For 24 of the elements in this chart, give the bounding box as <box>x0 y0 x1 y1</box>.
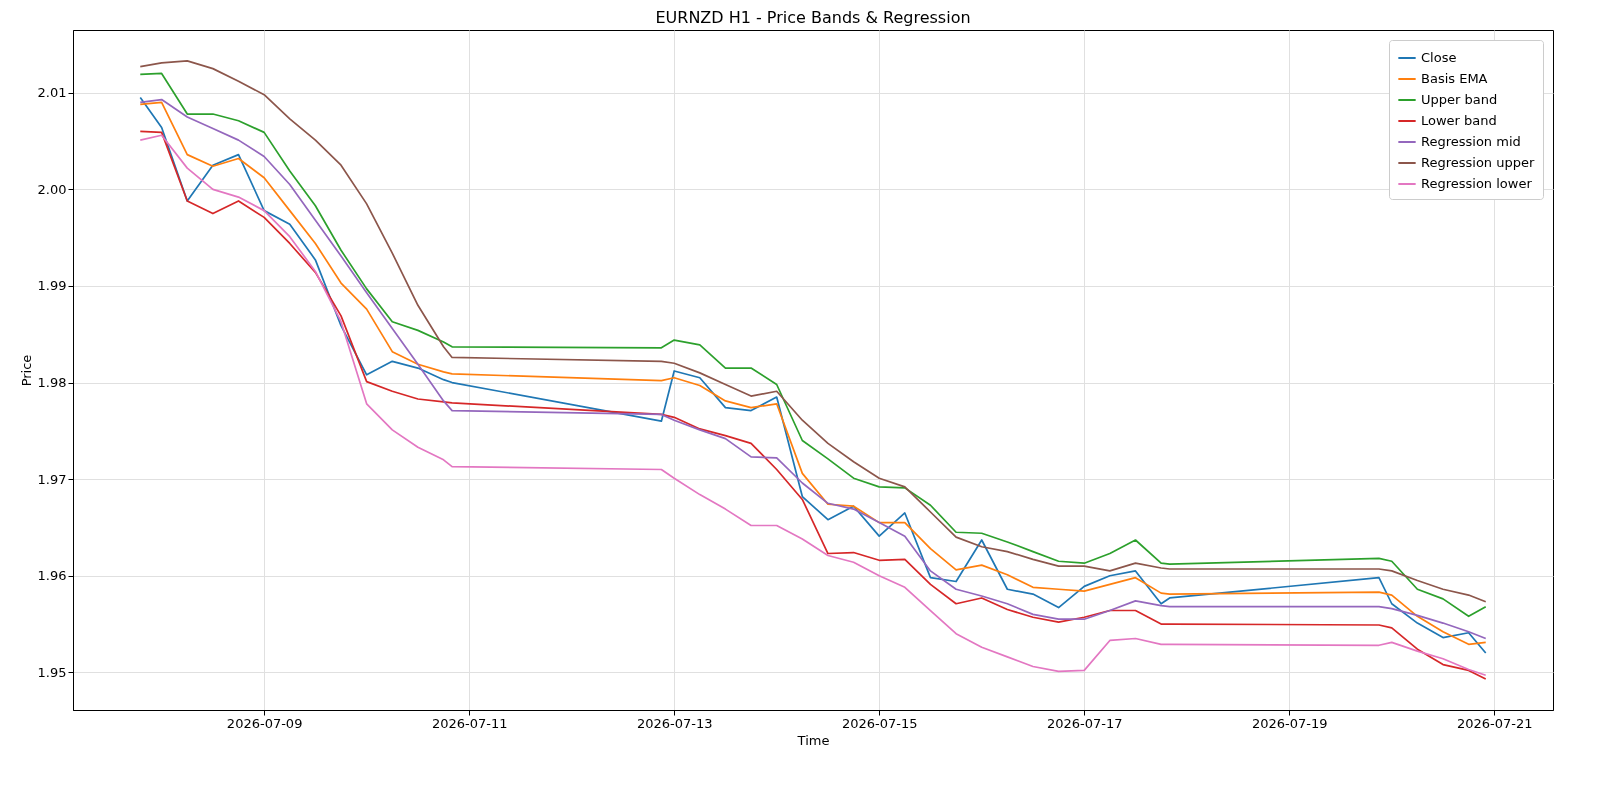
x-tick-label: 2026-07-21 <box>1456 715 1533 731</box>
y-tick-label: 2.01 <box>37 85 67 101</box>
y-axis-title: Price <box>18 354 34 387</box>
y-tick-label: 1.95 <box>37 664 67 680</box>
y-tick-label: 2.00 <box>37 181 67 197</box>
x-tick-label: 2026-07-13 <box>636 715 713 731</box>
legend-label: Close <box>1421 50 1457 65</box>
x-tick-label: 2026-07-19 <box>1251 715 1328 731</box>
x-axis-title: Time <box>796 732 830 748</box>
y-tick-label: 1.96 <box>37 568 67 584</box>
chart-title: EURNZD H1 - Price Bands & Regression <box>655 8 971 27</box>
x-tick-label: 2026-07-09 <box>226 715 303 731</box>
x-tick-label: 2026-07-11 <box>431 715 508 731</box>
y-tick-label: 1.98 <box>37 375 67 391</box>
x-tick-label: 2026-07-15 <box>841 715 918 731</box>
legend-label: Upper band <box>1421 92 1498 107</box>
legend-label: Regression upper <box>1421 155 1535 170</box>
legend-label: Lower band <box>1421 113 1497 128</box>
legend-label: Regression lower <box>1421 176 1533 191</box>
x-tick-label: 2026-07-17 <box>1046 715 1123 731</box>
y-tick-label: 1.99 <box>37 278 67 294</box>
legend-label: Basis EMA <box>1421 71 1488 86</box>
legend-label: Regression mid <box>1421 134 1521 149</box>
y-tick-label: 1.97 <box>37 471 67 487</box>
